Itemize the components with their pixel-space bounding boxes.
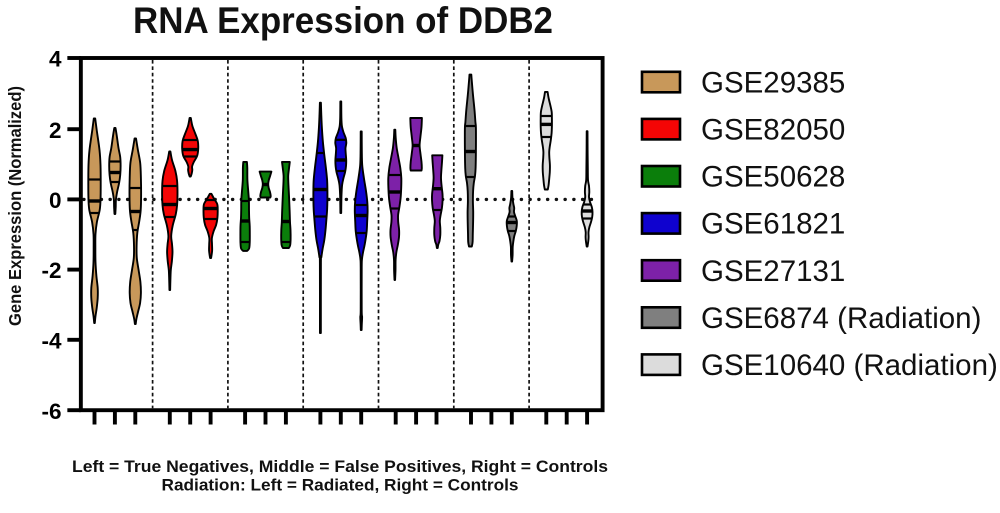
svg-text:GSE27131: GSE27131: [701, 255, 845, 288]
svg-text:0: 0: [49, 188, 62, 213]
svg-text:-2: -2: [41, 258, 61, 283]
svg-text:GSE29385: GSE29385: [701, 66, 845, 99]
svg-text:2: 2: [49, 118, 62, 143]
svg-text:GSE61821: GSE61821: [701, 208, 845, 241]
svg-text:RNA Expression of DDB2: RNA Expression of DDB2: [133, 0, 553, 41]
svg-text:GSE6874 (Radiation): GSE6874 (Radiation): [701, 302, 981, 335]
svg-text:-6: -6: [41, 399, 61, 424]
svg-text:GSE10640 (Radiation): GSE10640 (Radiation): [701, 349, 998, 382]
svg-text:GSE82050: GSE82050: [701, 114, 845, 147]
svg-text:-4: -4: [41, 328, 61, 353]
svg-text:GSE50628: GSE50628: [701, 161, 845, 194]
svg-text:Radiation: Left = Radiated, Ri: Radiation: Left = Radiated, Right = Cont…: [162, 476, 519, 495]
svg-text:4: 4: [49, 47, 62, 72]
svg-text:Left = True Negatives, Middle: Left = True Negatives, Middle = False Po…: [72, 457, 608, 476]
svg-text:Gene Expression (Normalized): Gene Expression (Normalized): [5, 86, 25, 326]
